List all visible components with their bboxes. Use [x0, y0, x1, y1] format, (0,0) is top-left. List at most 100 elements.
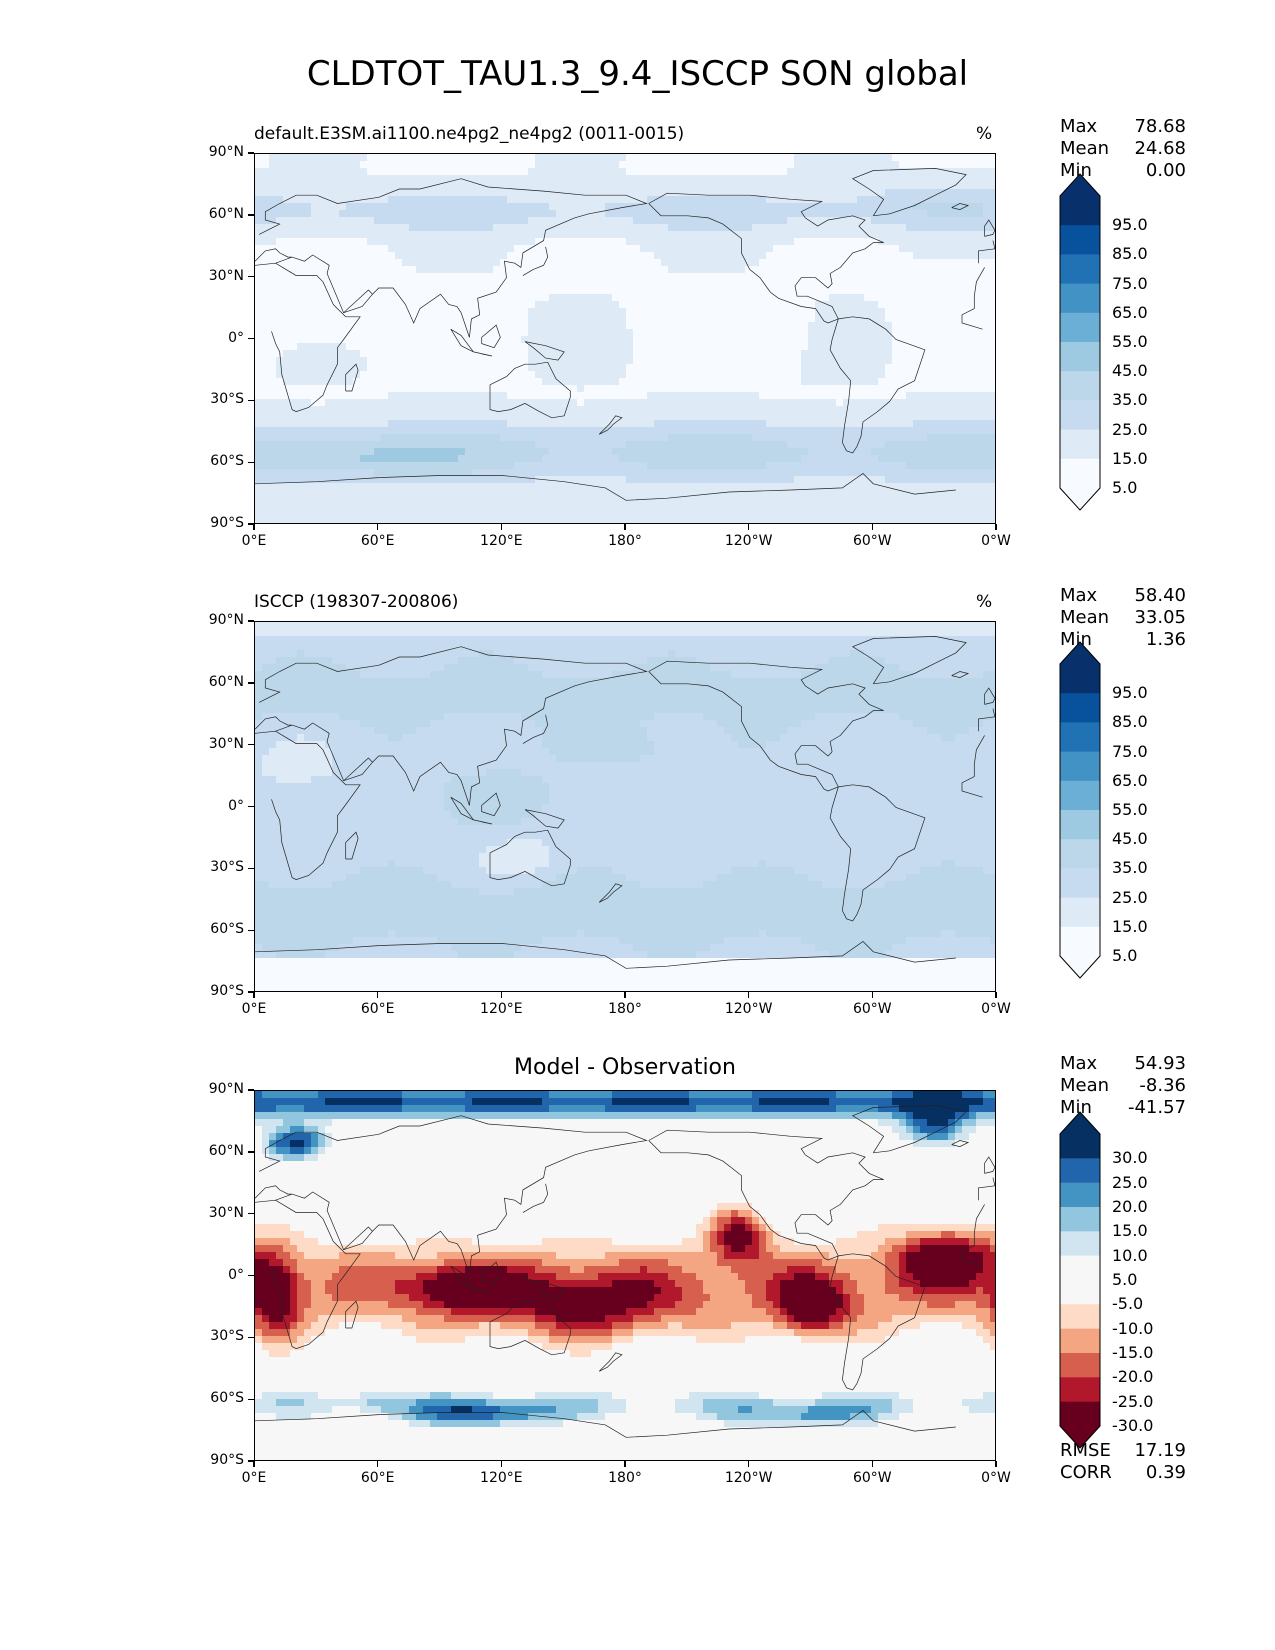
contour-cell: [801, 406, 809, 414]
contour-cell: [717, 420, 725, 428]
contour-cell: [717, 455, 725, 463]
contour-cell: [640, 210, 648, 218]
contour-cell: [535, 420, 543, 428]
contour-cell: [647, 378, 655, 386]
contour-cell: [514, 294, 522, 302]
contour-cell: [745, 273, 753, 281]
contour-cell: [395, 497, 403, 505]
contour-cell: [752, 280, 760, 288]
contour-cell: [353, 182, 361, 190]
contour-cell: [682, 406, 690, 414]
contour-cell: [556, 280, 564, 288]
contour-cell: [787, 357, 795, 365]
contour-cell: [353, 224, 361, 232]
contour-cell: [759, 448, 767, 456]
contour-cell: [892, 476, 900, 484]
contour-cell: [437, 175, 445, 183]
contour-cell: [878, 336, 886, 344]
contour-cell: [745, 336, 753, 344]
contour-cell: [843, 182, 851, 190]
contour-cell: [654, 378, 662, 386]
contour-cell: [766, 294, 774, 302]
contour-cell: [871, 231, 879, 239]
contour-cell: [283, 280, 291, 288]
contour-cell: [717, 511, 725, 519]
contour-cell: [500, 497, 508, 505]
contour-cell: [444, 329, 452, 337]
contour-cell: [437, 280, 445, 288]
contour-cell: [584, 203, 592, 211]
contour-cell: [262, 203, 270, 211]
contour-cell: [808, 427, 816, 435]
contour-cell: [892, 371, 900, 379]
contour-cell: [409, 441, 417, 449]
contour-cell: [717, 273, 725, 281]
contour-cell: [346, 448, 354, 456]
contour-cell: [822, 322, 830, 330]
contour-cell: [528, 266, 536, 274]
contour-cell: [542, 504, 550, 512]
contour-cell: [892, 357, 900, 365]
contour-cell: [675, 371, 683, 379]
contour-cell: [598, 399, 606, 407]
contour-cell: [381, 294, 389, 302]
contour-cell: [255, 280, 263, 288]
contour-cell: [731, 315, 739, 323]
contour-cell: [724, 301, 732, 309]
contour-cell: [675, 231, 683, 239]
contour-cell: [773, 406, 781, 414]
contour-cell: [290, 399, 298, 407]
contour-cell: [276, 231, 284, 239]
contour-cell: [612, 175, 620, 183]
contour-cell: [332, 259, 340, 267]
contour-cell: [402, 224, 410, 232]
contour-cell: [521, 434, 529, 442]
contour-cell: [794, 175, 802, 183]
contour-cell: [269, 462, 277, 470]
contour-cell: [493, 448, 501, 456]
contour-cell: [549, 378, 557, 386]
contour-cell: [535, 161, 543, 169]
contour-cell: [661, 315, 669, 323]
contour-cell: [710, 455, 718, 463]
contour-cell: [269, 182, 277, 190]
contour-cell: [472, 175, 480, 183]
contour-cell: [759, 238, 767, 246]
contour-cell: [619, 518, 627, 523]
contour-cell: [535, 294, 543, 302]
contour-cell: [808, 343, 816, 351]
contour-cell: [549, 434, 557, 442]
contour-cell: [815, 350, 823, 358]
contour-cell: [311, 238, 319, 246]
contour-cell: [563, 392, 571, 400]
contour-cell: [668, 504, 676, 512]
contour-cell: [745, 182, 753, 190]
contour-cell: [689, 434, 697, 442]
contour-cell: [570, 210, 578, 218]
contour-cell: [297, 273, 305, 281]
contour-cell: [633, 462, 641, 470]
contour-cell: [388, 273, 396, 281]
contour-cell: [332, 357, 340, 365]
contour-cell: [612, 273, 620, 281]
contour-cell: [745, 238, 753, 246]
contour-cell: [577, 154, 585, 162]
contour-cell: [339, 406, 347, 414]
contour-cell: [535, 252, 543, 260]
contour-cell: [311, 399, 319, 407]
contour-cell: [367, 497, 375, 505]
contour-cell: [360, 273, 368, 281]
contour-cell: [822, 154, 830, 162]
contour-cell: [612, 343, 620, 351]
contour-cell: [346, 182, 354, 190]
contour-cell: [290, 273, 298, 281]
contour-cell: [689, 504, 697, 512]
contour-cell: [409, 490, 417, 498]
contour-cell: [836, 343, 844, 351]
contour-cell: [507, 336, 515, 344]
contour-cell: [654, 476, 662, 484]
contour-cell: [591, 175, 599, 183]
contour-cell: [416, 378, 424, 386]
contour-cell: [801, 427, 809, 435]
contour-cell: [283, 161, 291, 169]
